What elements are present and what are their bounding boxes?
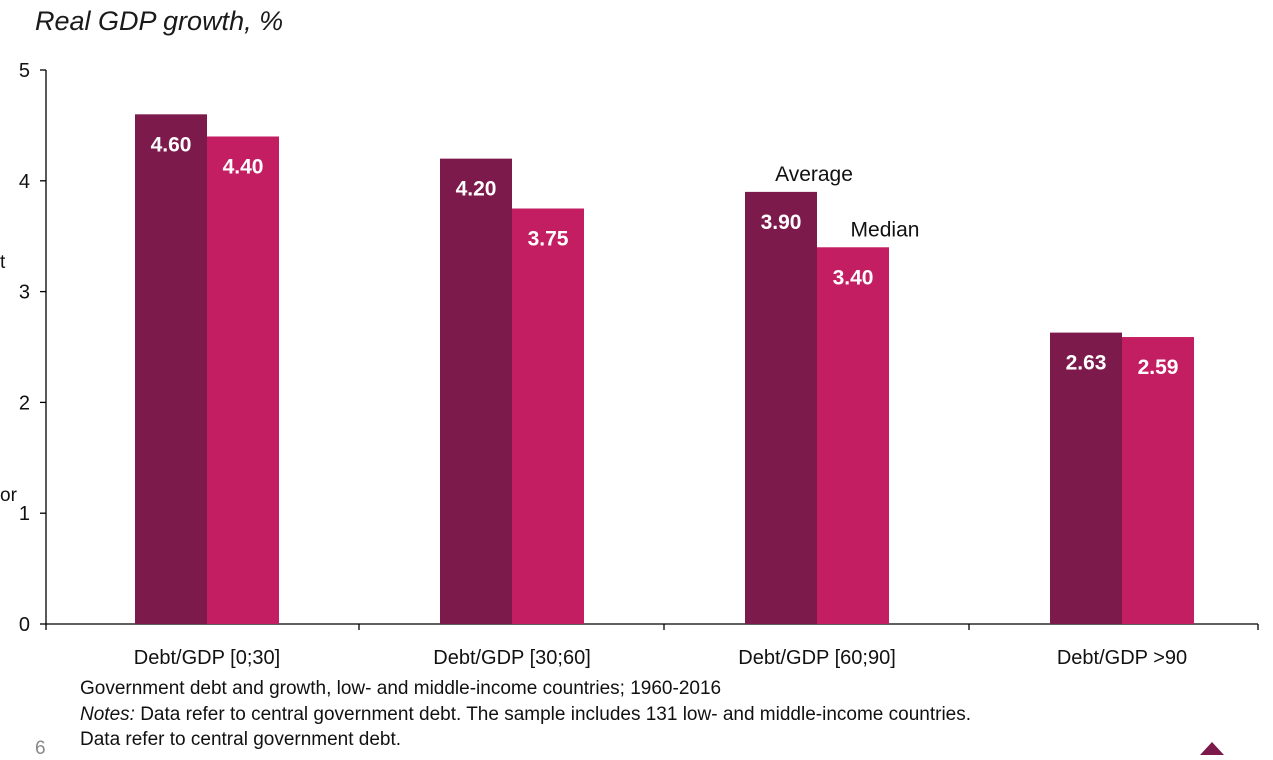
notes-label: Notes: (80, 704, 135, 725)
y-tick-label: 4 (19, 171, 30, 193)
data-label: 4.60 (151, 133, 192, 156)
data-label: 4.20 (456, 178, 497, 201)
data-label: 3.90 (761, 211, 802, 234)
bar-median-1 (207, 136, 279, 625)
edge-fragment-or: or (0, 485, 17, 506)
bar-average-4 (1050, 332, 1122, 624)
chart-bars (135, 114, 1194, 625)
data-label: 2.63 (1066, 352, 1107, 375)
x-tick-label: Debt/GDP [30;60] (433, 647, 591, 669)
x-tick-label: Debt/GDP >90 (1057, 647, 1187, 669)
x-tick-label: Debt/GDP [0;30] (134, 647, 280, 669)
bar-median-2 (512, 208, 584, 624)
bar-average-2 (440, 158, 512, 624)
chart-labels: Debt/GDP [0;30] Debt/GDP [30;60] Debt/GDP … (134, 133, 1187, 669)
logo-icon (1200, 742, 1224, 755)
x-tick-label: Debt/GDP [60;90] (738, 647, 896, 669)
bar-median-4 (1122, 337, 1194, 624)
edge-fragment-t: t (0, 252, 6, 273)
bar-average-3 (745, 191, 817, 624)
bar-average-1 (135, 114, 207, 624)
notes-body: Data refer to central government debt. T… (134, 704, 972, 725)
legend-label-median: Median (851, 218, 920, 241)
legend-label-average: Average (775, 163, 853, 186)
data-label: 2.59 (1138, 356, 1179, 379)
notes-line-2: Data refer to central government debt. (80, 729, 402, 750)
y-tick-label: 2 (19, 392, 30, 414)
notes-text: Notes: Data refer to central government … (80, 704, 971, 726)
y-tick-label: 0 (19, 614, 30, 636)
y-tick-label: 1 (19, 503, 30, 525)
y-tick-label: 3 (19, 282, 30, 304)
page-number: 6 (35, 738, 46, 759)
data-label: 4.40 (223, 155, 264, 178)
data-label: 3.75 (528, 228, 569, 251)
y-tick-label: 5 (19, 60, 30, 82)
data-label: 3.40 (833, 266, 874, 289)
chart-title: Real GDP growth, % (35, 6, 284, 36)
caption-text: Government debt and growth, low- and mid… (80, 678, 722, 699)
bar-median-3 (817, 247, 889, 624)
